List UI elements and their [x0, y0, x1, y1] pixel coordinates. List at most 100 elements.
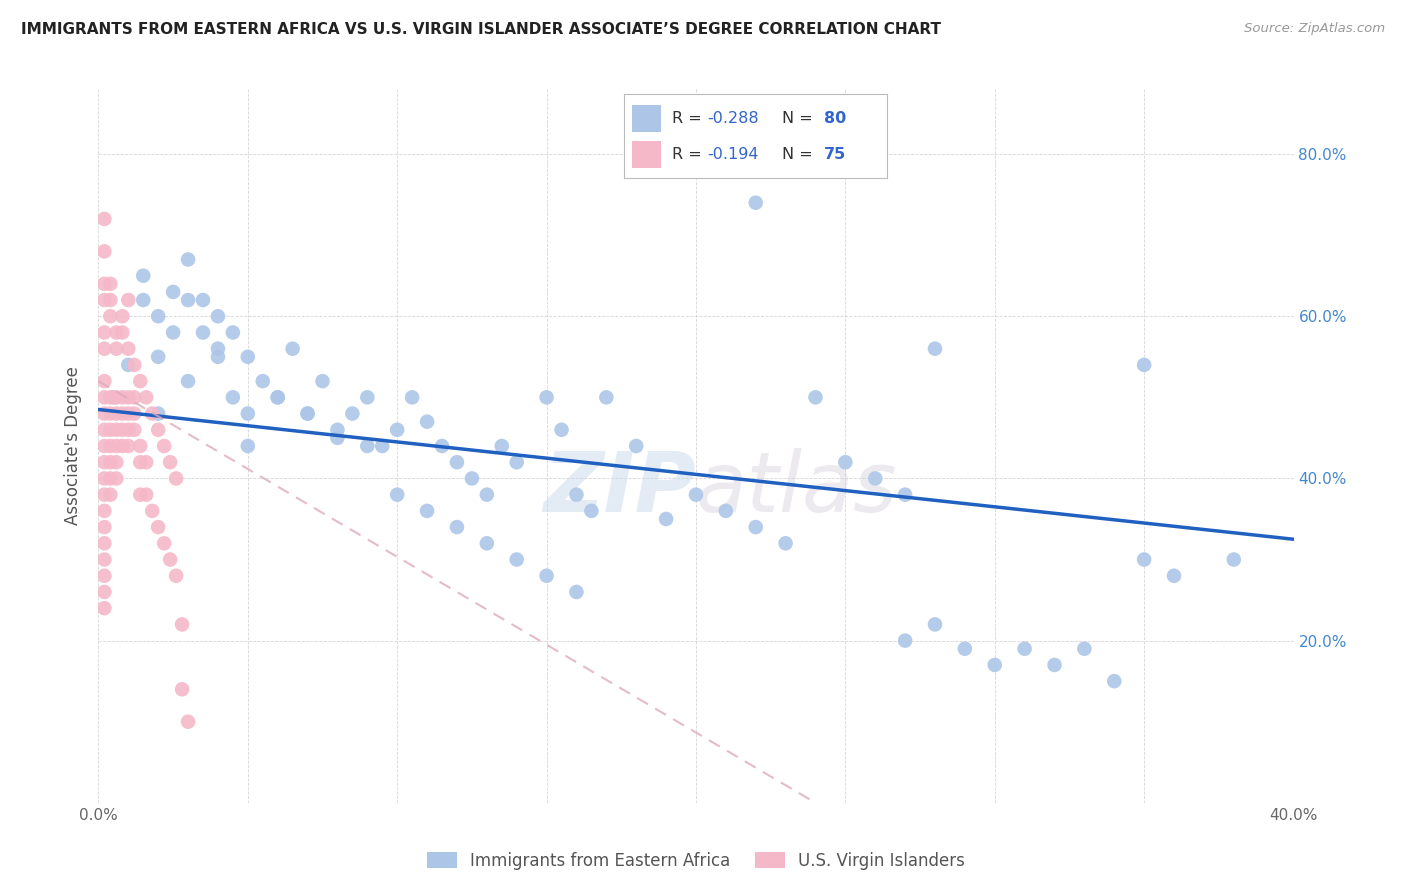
- Point: [93, 293, 115, 307]
- Point: [371, 439, 394, 453]
- Point: [536, 568, 558, 582]
- Text: IMMIGRANTS FROM EASTERN AFRICA VS U.S. VIRGIN ISLANDER ASSOCIATE’S DEGREE CORREL: IMMIGRANTS FROM EASTERN AFRICA VS U.S. V…: [21, 22, 941, 37]
- Point: [98, 390, 122, 404]
- Point: [655, 512, 678, 526]
- Point: [252, 374, 274, 388]
- Point: [98, 488, 122, 502]
- Point: [98, 407, 122, 421]
- Point: [132, 293, 155, 307]
- Text: N =: N =: [782, 147, 818, 162]
- Point: [124, 390, 146, 404]
- Point: [311, 374, 333, 388]
- Point: [93, 374, 115, 388]
- Point: [93, 390, 115, 404]
- Point: [117, 342, 139, 356]
- Point: [129, 439, 152, 453]
- Point: [804, 390, 827, 404]
- Point: [93, 439, 115, 453]
- Point: [281, 342, 304, 356]
- Point: [550, 423, 572, 437]
- Point: [894, 488, 917, 502]
- Point: [177, 374, 200, 388]
- Point: [491, 439, 513, 453]
- Point: [1104, 674, 1126, 689]
- Text: Source: ZipAtlas.com: Source: ZipAtlas.com: [1244, 22, 1385, 36]
- Point: [93, 536, 115, 550]
- Point: [565, 488, 588, 502]
- Point: [385, 423, 409, 437]
- Point: [416, 504, 439, 518]
- Text: 75: 75: [824, 147, 846, 162]
- Point: [153, 439, 176, 453]
- Point: [1073, 641, 1095, 656]
- Point: [475, 488, 498, 502]
- Point: [111, 407, 134, 421]
- Point: [117, 390, 139, 404]
- Point: [93, 277, 115, 291]
- Point: [105, 423, 128, 437]
- Point: [124, 407, 146, 421]
- Point: [93, 211, 115, 226]
- Point: [834, 455, 856, 469]
- Point: [222, 326, 245, 340]
- Point: [93, 244, 115, 259]
- Point: [93, 342, 115, 356]
- Point: [536, 390, 558, 404]
- Point: [105, 326, 128, 340]
- Point: [172, 682, 194, 697]
- Point: [626, 439, 648, 453]
- Point: [356, 390, 378, 404]
- Point: [326, 423, 349, 437]
- Text: R =: R =: [672, 147, 706, 162]
- Point: [745, 195, 768, 210]
- Point: [162, 326, 184, 340]
- Point: [129, 488, 152, 502]
- Point: [93, 326, 115, 340]
- Point: [984, 657, 1007, 672]
- Point: [98, 277, 122, 291]
- Point: [267, 390, 290, 404]
- Point: [297, 407, 319, 421]
- Point: [93, 568, 115, 582]
- Point: [93, 488, 115, 502]
- Legend: Immigrants from Eastern Africa, U.S. Virgin Islanders: Immigrants from Eastern Africa, U.S. Vir…: [420, 846, 972, 877]
- Point: [98, 310, 122, 324]
- Point: [865, 471, 887, 485]
- Point: [775, 536, 797, 550]
- Text: N =: N =: [782, 111, 818, 126]
- Point: [745, 520, 768, 534]
- Bar: [633, 104, 661, 132]
- Point: [1133, 358, 1156, 372]
- Point: [93, 552, 115, 566]
- Point: [93, 407, 115, 421]
- Point: [446, 455, 468, 469]
- Point: [124, 423, 146, 437]
- Point: [135, 455, 157, 469]
- Point: [356, 439, 378, 453]
- Text: -0.194: -0.194: [707, 147, 759, 162]
- Point: [141, 504, 163, 518]
- Point: [117, 358, 139, 372]
- Point: [105, 342, 128, 356]
- Point: [297, 407, 319, 421]
- Point: [191, 326, 214, 340]
- Point: [207, 342, 229, 356]
- Point: [129, 455, 152, 469]
- Point: [236, 439, 259, 453]
- Point: [93, 601, 115, 615]
- Point: [165, 568, 187, 582]
- Point: [124, 358, 146, 372]
- Point: [141, 407, 163, 421]
- Point: [111, 310, 134, 324]
- Text: R =: R =: [672, 111, 706, 126]
- Point: [105, 390, 128, 404]
- Y-axis label: Associate's Degree: Associate's Degree: [65, 367, 83, 525]
- Point: [461, 471, 484, 485]
- Point: [105, 471, 128, 485]
- Point: [148, 350, 170, 364]
- Point: [207, 350, 229, 364]
- Text: -0.288: -0.288: [707, 111, 759, 126]
- Point: [103, 390, 125, 404]
- Point: [714, 504, 737, 518]
- Point: [105, 439, 128, 453]
